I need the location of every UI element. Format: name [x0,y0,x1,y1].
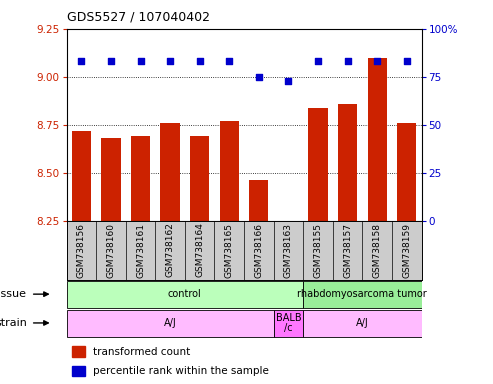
Text: GSM738156: GSM738156 [77,223,86,278]
Text: GSM738157: GSM738157 [343,223,352,278]
Bar [72,131,91,221]
Text: GSM738159: GSM738159 [402,223,411,278]
Point [373,58,381,65]
Bar [71,366,85,376]
Bar [67,281,303,308]
Bar [274,310,303,337]
Bar [397,123,416,221]
Text: A/J: A/J [164,318,176,328]
Bar [303,310,422,337]
Point [107,58,115,65]
Bar [160,123,179,221]
Bar [249,180,268,221]
Text: GSM738160: GSM738160 [106,223,115,278]
Bar [131,136,150,221]
Point [403,58,411,65]
Bar [368,58,387,221]
Text: GSM738162: GSM738162 [166,223,175,278]
Point [196,58,204,65]
Text: rhabdomyosarcoma tumor: rhabdomyosarcoma tumor [297,289,427,299]
Text: tissue: tissue [0,289,27,299]
Point [225,58,233,65]
Bar [309,108,327,221]
Bar [102,138,120,221]
Bar [219,121,239,221]
Text: strain: strain [0,318,27,328]
Text: GDS5527 / 107040402: GDS5527 / 107040402 [67,10,210,23]
Text: A/J: A/J [356,318,369,328]
Text: transformed count: transformed count [93,347,190,357]
Point [77,58,85,65]
Text: BALB
/c: BALB /c [276,313,301,333]
Text: GSM738163: GSM738163 [284,223,293,278]
Bar [303,281,422,308]
Text: GSM738166: GSM738166 [254,223,263,278]
Point [314,58,322,65]
Bar [338,104,357,221]
Text: GSM738164: GSM738164 [195,223,204,278]
Bar [71,346,85,357]
Text: percentile rank within the sample: percentile rank within the sample [93,366,269,376]
Bar [67,310,274,337]
Text: GSM738165: GSM738165 [225,223,234,278]
Point [255,74,263,80]
Text: GSM738155: GSM738155 [314,223,322,278]
Bar [190,136,209,221]
Text: GSM738158: GSM738158 [373,223,382,278]
Point [137,58,144,65]
Point [284,78,292,84]
Text: control: control [168,289,202,299]
Text: GSM738161: GSM738161 [136,223,145,278]
Point [166,58,174,65]
Point [344,58,352,65]
